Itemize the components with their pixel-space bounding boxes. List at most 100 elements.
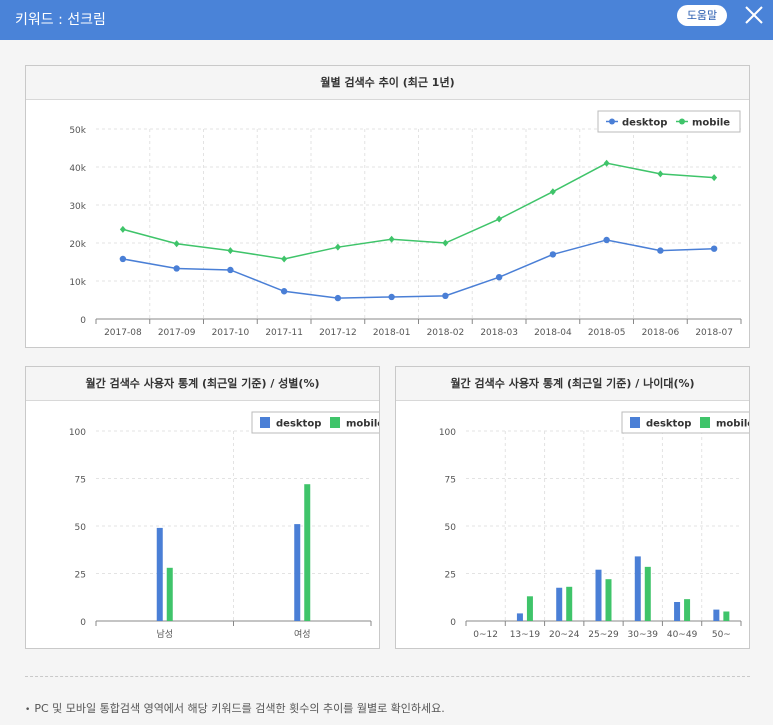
y-tick-label: 50k — [69, 126, 86, 136]
page-title: 키워드 : 선크림 — [15, 12, 106, 28]
data-point — [603, 236, 610, 244]
data-point — [710, 245, 718, 252]
bar-mobile — [566, 586, 573, 621]
bar-desktop — [595, 569, 602, 621]
y-tick-label: 0 — [80, 316, 86, 326]
y-tick-label: 75 — [445, 476, 456, 486]
gender-chart: 0 25 50 75 100 남성 여성 desktop mobile — [69, 411, 379, 640]
bar-mobile — [304, 484, 311, 621]
bar-mobile — [526, 596, 533, 621]
x-tick-label: 2018-04 — [534, 328, 572, 338]
legend: desktop mobile — [621, 411, 749, 434]
bar-mobile — [166, 567, 173, 621]
legend-label: mobile — [692, 118, 730, 129]
y-tick-label: 100 — [439, 428, 456, 438]
series-line-desktop — [122, 239, 715, 299]
x-tick-label: 2017-10 — [212, 328, 250, 338]
bar-desktop — [713, 609, 720, 621]
chart-title: 월간 검색수 사용자 통계 (최근일 기준) / 성별(%) — [26, 367, 379, 401]
bar-mobile — [605, 579, 612, 621]
data-point — [442, 292, 449, 300]
x-tick-label: 2018-03 — [480, 328, 518, 338]
y-tick-label: 0 — [450, 618, 456, 628]
y-tick-label: 40k — [69, 164, 86, 174]
data-point — [603, 159, 610, 167]
legend: desktop mobile — [251, 411, 379, 434]
x-tick-label: 2018-05 — [588, 328, 626, 338]
data-point — [227, 247, 234, 255]
legend-swatch-marker — [679, 118, 685, 125]
header-bar: 키워드 : 선크림 도움말 — [0, 0, 773, 40]
divider — [25, 676, 750, 677]
x-tick-label: 2017-12 — [319, 328, 357, 338]
data-point — [280, 288, 288, 295]
x-tick-label: 40~49 — [667, 630, 698, 640]
legend-swatch-marker — [609, 118, 615, 125]
data-point — [657, 170, 664, 178]
gender-panel: 월간 검색수 사용자 통계 (최근일 기준) / 성별(%) 0 25 50 75 10… — [25, 366, 380, 649]
bar-desktop — [516, 613, 523, 621]
y-tick-label: 25 — [445, 571, 456, 581]
close-icon[interactable] — [741, 2, 767, 28]
age-chart: 0 25 50 75 100 0~12 13~19 20~24 25~29 30~39 40~49 5… — [439, 411, 749, 640]
y-tick-label: 50 — [75, 523, 87, 533]
bar-desktop — [156, 527, 163, 621]
data-point — [549, 251, 557, 258]
bar-desktop — [294, 524, 301, 621]
x-tick-label: 남성 — [156, 629, 173, 640]
monthly-trend-panel: 월별 검색수 추이 (최근 1년) 0 10k 20k 30k 40k 50k 2017-0… — [25, 65, 750, 348]
data-point — [442, 239, 449, 247]
data-point — [711, 174, 718, 182]
legend-label: desktop — [646, 419, 691, 430]
data-point — [496, 215, 503, 223]
monthly-trend-chart: 0 10k 20k 30k 40k 50k 2017-08 2017-09 2017-10 201… — [69, 110, 742, 338]
data-point — [388, 293, 395, 301]
x-tick-label: 2018-02 — [427, 328, 465, 338]
y-tick-label: 75 — [75, 476, 86, 486]
data-point — [119, 255, 127, 263]
x-tick-label: 13~19 — [510, 630, 541, 640]
bar-mobile — [684, 599, 691, 621]
y-tick-label: 30k — [69, 202, 86, 212]
x-tick-label: 50~ — [712, 630, 731, 640]
x-tick-label: 20~24 — [549, 630, 580, 640]
bar-desktop — [556, 587, 563, 621]
bar-mobile — [723, 611, 730, 621]
data-point — [119, 225, 126, 233]
x-tick-label: 2017-11 — [265, 328, 303, 338]
bar-desktop — [674, 602, 681, 621]
x-tick-label: 30~39 — [628, 630, 659, 640]
data-point — [173, 240, 180, 248]
data-point — [495, 274, 503, 281]
footer-note: • PC 및 모바일 통합검색 영역에서 해당 키워드를 검색한 횟수의 추이를 … — [25, 702, 445, 715]
chart-title: 월별 검색수 추이 (최근 1년) — [26, 66, 749, 100]
legend-box — [621, 411, 749, 434]
data-point — [227, 266, 234, 274]
legend-box — [597, 110, 741, 133]
y-tick-label: 10k — [69, 278, 86, 288]
y-tick-label: 50 — [445, 523, 457, 533]
x-tick-label: 2017-08 — [104, 328, 142, 338]
y-tick-label: 100 — [69, 428, 86, 438]
x-tick-label: 2018-06 — [642, 328, 680, 338]
data-point — [657, 247, 664, 254]
x-tick-label: 0~12 — [473, 630, 498, 640]
legend-swatch — [260, 417, 270, 428]
legend-box — [251, 411, 379, 434]
help-button[interactable]: 도움말 — [677, 5, 727, 26]
y-tick-label: 0 — [80, 618, 86, 628]
footer-note-text: PC 및 모바일 통합검색 영역에서 해당 키워드를 검색한 횟수의 추이를 월… — [34, 702, 445, 715]
data-point — [388, 235, 395, 243]
x-tick-label: 2017-09 — [158, 328, 196, 338]
x-tick-label: 2018-07 — [695, 328, 733, 338]
x-tick-label: 여성 — [294, 628, 311, 640]
legend-label: desktop — [276, 419, 321, 430]
series-line-mobile — [122, 162, 715, 260]
legend-swatch — [630, 417, 640, 428]
chart-title: 월간 검색수 사용자 통계 (최근일 기준) / 나이대(%) — [396, 367, 749, 401]
data-point — [173, 265, 180, 272]
age-panel: 월간 검색수 사용자 통계 (최근일 기준) / 나이대(%) 0 25 50 75 1… — [395, 366, 750, 649]
bar-desktop — [634, 556, 641, 621]
legend-swatch — [700, 417, 710, 428]
data-point — [549, 188, 556, 196]
